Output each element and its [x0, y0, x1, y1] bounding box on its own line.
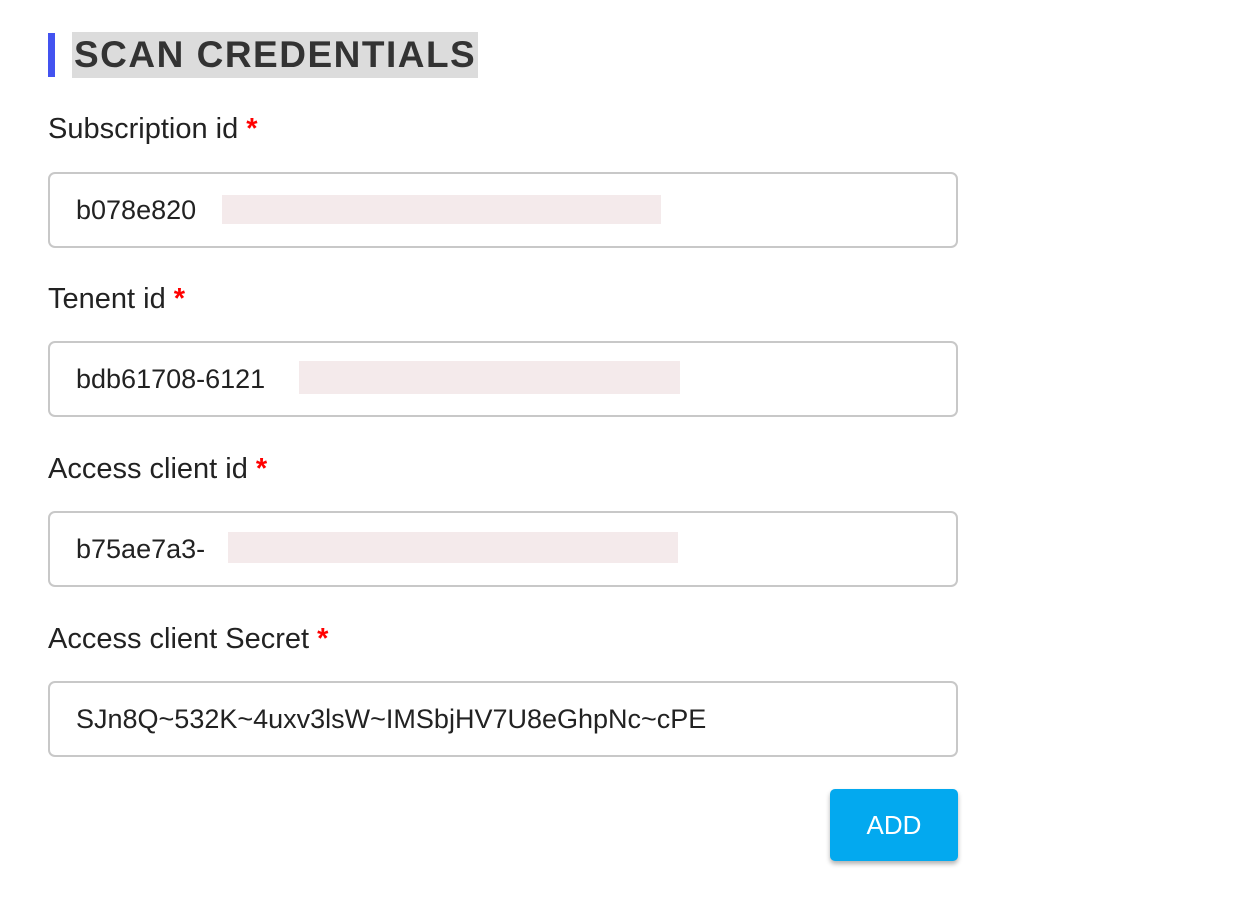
access-client-secret-field[interactable]: [48, 681, 958, 757]
required-marker: *: [317, 623, 329, 655]
access-client-secret-label: Access client Secret *: [48, 623, 328, 656]
redacted-region: [222, 195, 661, 224]
section-title: SCAN CREDENTIALS: [72, 32, 479, 78]
access-client-secret-input[interactable]: [76, 683, 936, 755]
label-text: Subscription id: [48, 113, 239, 145]
access-client-id-label: Access client id *: [48, 453, 267, 486]
access-client-id-field[interactable]: [48, 511, 958, 587]
subscription-id-label: Subscription id *: [48, 113, 258, 146]
required-marker: *: [255, 453, 268, 485]
redacted-region: [228, 532, 678, 563]
label-text: Access client id: [48, 453, 248, 485]
label-text: Tenent id: [48, 283, 166, 315]
required-marker: *: [173, 283, 185, 315]
tenant-id-field[interactable]: [48, 341, 958, 417]
tenant-id-label: Tenent id *: [48, 283, 185, 316]
label-text: Access client Secret: [48, 623, 310, 655]
subscription-id-field[interactable]: [48, 172, 958, 248]
required-marker: *: [246, 113, 258, 145]
add-button[interactable]: ADD: [830, 789, 958, 861]
section-accent-bar: [48, 33, 55, 77]
redacted-region: [299, 361, 680, 394]
